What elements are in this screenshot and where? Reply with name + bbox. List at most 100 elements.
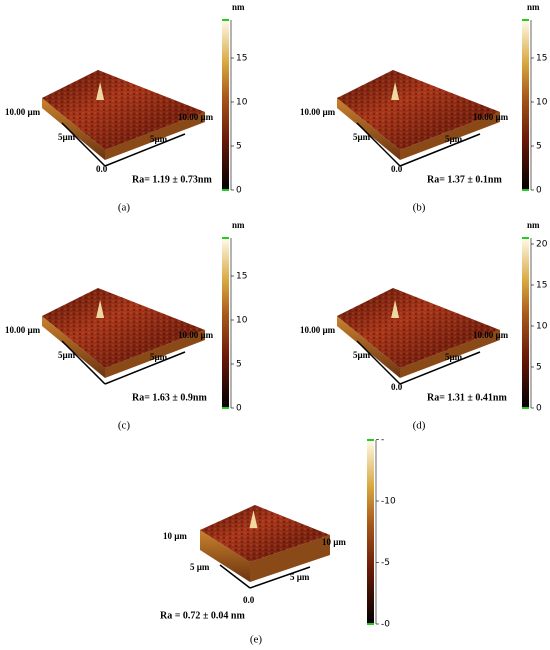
axis-right: 10.00 µm	[178, 112, 214, 122]
colorbar	[522, 20, 529, 190]
axis-line	[356, 340, 401, 385]
colorbar-tick-label: 5	[236, 360, 242, 370]
surface-side	[42, 98, 105, 160]
colorbar-unit: nm	[527, 2, 540, 12]
axis-line	[219, 564, 251, 589]
roughness: Ra= 1.63 ± 0.9nm	[132, 392, 207, 403]
label: (a)	[118, 202, 131, 214]
colorbar	[522, 238, 529, 408]
axis-right: 10.00 µm	[473, 112, 509, 122]
colorbar-tick-label: 5	[536, 142, 542, 152]
surface-texture	[42, 288, 205, 368]
axis-line	[61, 122, 106, 167]
colorbar-tick-label: 5	[536, 363, 542, 373]
colorbar-tick-label: 10	[536, 98, 548, 108]
colorbar-tick-label: 10	[236, 98, 248, 108]
colorbar-tick-label: 15	[236, 54, 247, 64]
mid-right: 5µm	[445, 352, 463, 362]
surface-side	[400, 112, 500, 160]
label: (b)	[413, 202, 426, 214]
colorbar-tick-label: -10	[381, 497, 396, 507]
mid-left: 5 µm	[190, 562, 210, 572]
surface-side	[105, 330, 205, 378]
axis-line	[249, 566, 311, 589]
colorbar-tick-label: -0	[381, 620, 390, 630]
surface-side	[105, 112, 205, 160]
surface-side	[42, 316, 105, 378]
origin: 0.0	[96, 164, 108, 174]
afm-panel: 0 5 10 15 nm 10.00 µm 10.00 µm 5µm 5µm Ra= 1.63 ±…	[5, 220, 248, 431]
label: (e)	[250, 634, 263, 646]
colorbar-tick-label: 15	[536, 54, 547, 64]
colorbar	[222, 20, 229, 190]
origin: 0.0	[391, 164, 403, 174]
colorbar-tick-label: 10	[536, 322, 548, 332]
axis-left: 10.00 µm	[5, 325, 41, 335]
surface-side	[337, 316, 400, 378]
mid-left: 5µm	[58, 350, 76, 360]
surface-texture	[200, 505, 330, 562]
axis-line	[104, 133, 186, 167]
colorbar	[222, 238, 229, 408]
axis-line	[356, 122, 401, 167]
surface-side	[337, 98, 400, 160]
axis-left: 10 µm	[163, 531, 187, 541]
colorbar-unit: nm	[232, 2, 245, 12]
surface-texture	[42, 70, 205, 150]
afm-panel: 0 5 10 15 20 nm 10.00 µm 10.00 µm 5µm 5µm 0.0 Ra= 1…	[300, 220, 548, 431]
colorbar-tick-label: 5	[236, 142, 242, 152]
colorbar-tick-label: 0	[536, 186, 542, 196]
colorbar-tick-label: 10	[236, 316, 248, 326]
origin: 0.0	[243, 595, 255, 605]
axis-right: 10 µm	[322, 537, 346, 547]
surface-peak	[96, 300, 105, 318]
mid-left: 5µm	[353, 132, 371, 142]
axis-line	[399, 133, 481, 167]
afm-panel: -0 -5 -10 - 10 µm 10 µm 5 µm 5 µm 0.0 Ra = 0.72 ±…	[160, 435, 396, 646]
colorbar-tick-label: 0	[536, 404, 542, 414]
mid-left: 5µm	[58, 132, 76, 142]
axis-line	[399, 351, 481, 385]
afm-panel: 0 5 10 15 nm 10.00 µm 10.00 µm 5µm 5µm 0.0 Ra= 1.3…	[300, 2, 548, 213]
colorbar-unit: nm	[527, 220, 540, 230]
axis-left: 10.00 µm	[5, 107, 41, 117]
roughness: Ra= 1.37 ± 0.1nm	[427, 174, 502, 185]
colorbar-tick-label: -	[381, 435, 384, 445]
axis-right: 10.00 µm	[178, 330, 214, 340]
axis-left: 10.00 µm	[300, 107, 336, 117]
surface-peak	[391, 300, 400, 318]
colorbar-tick-label: 15	[236, 272, 247, 282]
afm-panel: 0 5 10 15 nm 10.00 µm 10.00 µm 5µm 5µm 0.0 Ra= 1.1…	[5, 2, 248, 213]
surface-texture	[337, 288, 500, 368]
colorbar-tick-label: 0	[236, 404, 242, 414]
surface-texture	[337, 70, 500, 150]
axis-right: 10.00 µm	[473, 330, 509, 340]
roughness: Ra= 1.19 ± 0.73nm	[132, 174, 212, 185]
roughness: Ra = 0.72 ± 0.04 nm	[160, 610, 245, 621]
axis-line	[61, 340, 106, 385]
mid-right: 5µm	[445, 134, 463, 144]
mid-right: 5µm	[150, 352, 168, 362]
mid-right: 5µm	[150, 134, 168, 144]
colorbar-tick-label: 20	[536, 240, 548, 250]
label: (c)	[118, 420, 131, 432]
surface-side	[200, 530, 250, 582]
colorbar-tick-label: 0	[236, 186, 242, 196]
origin: 0.0	[391, 382, 403, 392]
colorbar-tick-label: -5	[381, 558, 390, 568]
colorbar-tick-label: 15	[536, 281, 547, 291]
surface-peak	[96, 82, 105, 100]
mid-left: 5µm	[353, 350, 371, 360]
roughness: Ra= 1.31 ± 0.41nm	[427, 392, 507, 403]
colorbar-unit: nm	[232, 220, 245, 230]
surface-peak	[391, 82, 400, 100]
surface-side	[250, 535, 330, 582]
mid-right: 5 µm	[290, 572, 310, 582]
colorbar	[367, 440, 374, 624]
surface-side	[400, 330, 500, 378]
surface-peak	[249, 510, 258, 529]
label: (d)	[413, 420, 426, 432]
axis-line	[104, 351, 186, 385]
axis-left: 10.00 µm	[300, 325, 336, 335]
